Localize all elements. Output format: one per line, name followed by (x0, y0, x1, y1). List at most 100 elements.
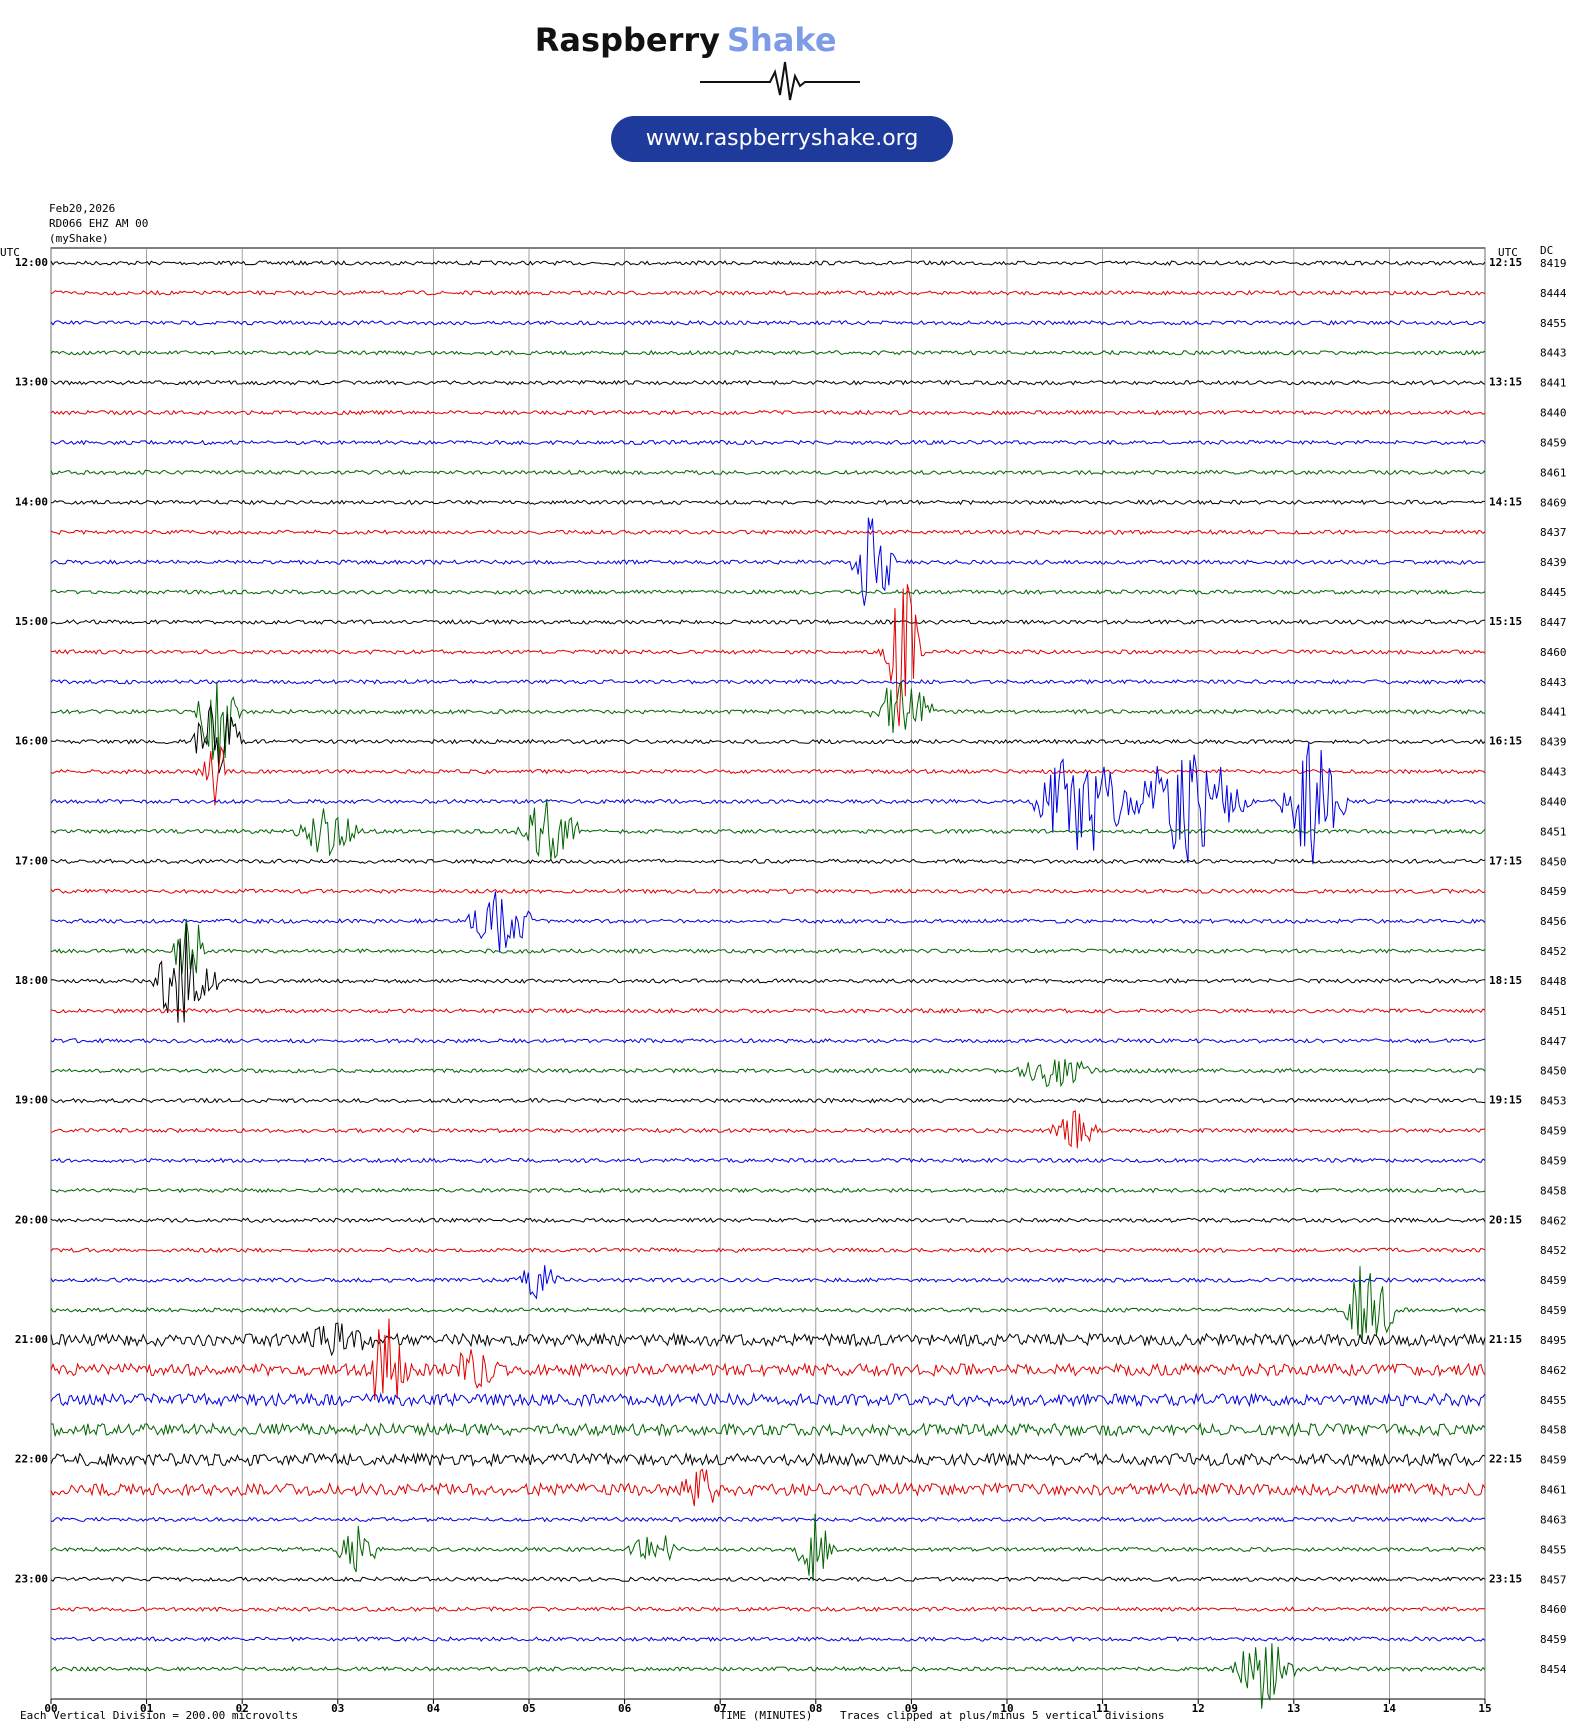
url-pill (611, 116, 953, 162)
trace (50, 289, 1486, 296)
trace (50, 1110, 1486, 1149)
hour-label-right: 16:15 (1489, 735, 1522, 748)
x-tick-label: 02 (236, 1702, 249, 1715)
dc-value: 8443 (1540, 347, 1567, 360)
trace (50, 705, 1486, 774)
trace (50, 1516, 1486, 1523)
trace (50, 681, 1486, 766)
dc-value: 8444 (1540, 287, 1567, 300)
dc-value: 8459 (1540, 1304, 1567, 1317)
dc-value: 8447 (1540, 1035, 1567, 1048)
trace (50, 1037, 1486, 1044)
scale-note: Each Vertical Division = 200.00 microvol… (20, 1709, 298, 1722)
hour-label-right: 21:15 (1489, 1333, 1522, 1346)
trace (50, 798, 1486, 860)
clip-note: Traces clipped at plus/minus 5 vertical … (840, 1709, 1165, 1722)
dc-value: 8450 (1540, 855, 1567, 868)
dc-value: 8459 (1540, 1274, 1567, 1287)
x-tick-label: 06 (618, 1702, 632, 1715)
x-tick-label: 08 (809, 1702, 822, 1715)
logo-word: Raspberry (535, 21, 720, 59)
trace (50, 679, 1486, 685)
trace (50, 1636, 1486, 1642)
trace (50, 349, 1486, 356)
hour-label-right: 19:15 (1489, 1094, 1522, 1107)
dc-value: 8450 (1540, 1065, 1567, 1078)
dc-value: 8457 (1540, 1573, 1567, 1586)
x-label: TIME (MINUTES) (720, 1709, 813, 1722)
dc-value: 8441 (1540, 706, 1567, 719)
dc-value: 8459 (1540, 885, 1567, 898)
x-tick-label: 09 (905, 1702, 918, 1715)
trace (50, 923, 1486, 1023)
plot-frame (50, 247, 1486, 1700)
hour-label: 15:00 (15, 615, 48, 628)
dc-value: 8448 (1540, 975, 1567, 988)
trace (50, 858, 1486, 865)
dc-value: 8447 (1540, 616, 1567, 629)
dc-value: 8455 (1540, 1543, 1567, 1556)
dc-value: 8459 (1540, 1154, 1567, 1167)
x-tick-label: 07 (714, 1702, 727, 1715)
trace (50, 529, 1486, 536)
trace (50, 499, 1486, 506)
hour-label-right: 12:15 (1489, 256, 1522, 269)
dc-value: 8462 (1540, 1364, 1567, 1377)
trace (50, 319, 1486, 326)
trace (50, 1468, 1486, 1507)
source: (myShake) (49, 232, 109, 245)
dc-value: 8495 (1540, 1334, 1567, 1347)
trace (50, 1265, 1486, 1300)
dc-value: 8451 (1540, 825, 1567, 838)
dc-value: 8419 (1540, 257, 1567, 270)
trace (50, 1451, 1486, 1468)
trace (50, 439, 1486, 446)
x-tick-label: 04 (427, 1702, 441, 1715)
dc-value: 8462 (1540, 1214, 1567, 1227)
hour-label: 20:00 (15, 1213, 48, 1226)
x-tick-label: 15 (1478, 1702, 1491, 1715)
utc-left: UTC (0, 246, 20, 259)
dc-value: 8458 (1540, 1184, 1567, 1197)
trace (50, 1322, 1486, 1357)
trace (50, 919, 1486, 974)
hour-label: 19:00 (15, 1094, 48, 1107)
trace (50, 259, 1486, 267)
dc-value: 8443 (1540, 676, 1567, 689)
dc-value: 8459 (1540, 1125, 1567, 1138)
trace (50, 1097, 1485, 1104)
trace (50, 1247, 1486, 1254)
hour-label-right: 23:15 (1489, 1572, 1522, 1585)
dc-value: 8440 (1540, 795, 1567, 808)
dc-value: 8452 (1540, 1244, 1567, 1257)
hour-label-right: 14:15 (1489, 495, 1522, 508)
hour-label-right: 20:15 (1489, 1213, 1522, 1226)
dc-value: 8459 (1540, 436, 1567, 449)
hour-label-right: 15:15 (1489, 615, 1522, 628)
trace (50, 409, 1486, 416)
dc-value: 8439 (1540, 556, 1567, 569)
hour-label: 12:00 (15, 256, 48, 269)
hour-label-right: 22:15 (1489, 1453, 1522, 1466)
dc-value: 8443 (1540, 766, 1567, 779)
dc-value: 8469 (1540, 496, 1567, 509)
dc-value: 8441 (1540, 377, 1567, 390)
trace (50, 1157, 1486, 1164)
x-tick-label: 10 (1000, 1702, 1013, 1715)
dc-value: 8458 (1540, 1424, 1567, 1437)
dc-value: 8455 (1540, 317, 1567, 330)
logo-word: Shake (727, 21, 837, 59)
hour-label: 17:00 (15, 854, 48, 867)
station: RD066 EHZ AM 00 (49, 217, 148, 230)
hour-label: 18:00 (15, 974, 48, 987)
x-tick-label: 01 (140, 1702, 154, 1715)
hour-label-right: 18:15 (1489, 974, 1522, 987)
trace (50, 379, 1486, 386)
x-tick-label: 12 (1192, 1702, 1205, 1715)
trace (50, 1266, 1486, 1342)
trace (50, 745, 1486, 806)
x-tick-label: 13 (1287, 1702, 1300, 1715)
trace (50, 1187, 1486, 1194)
trace (50, 517, 1486, 606)
